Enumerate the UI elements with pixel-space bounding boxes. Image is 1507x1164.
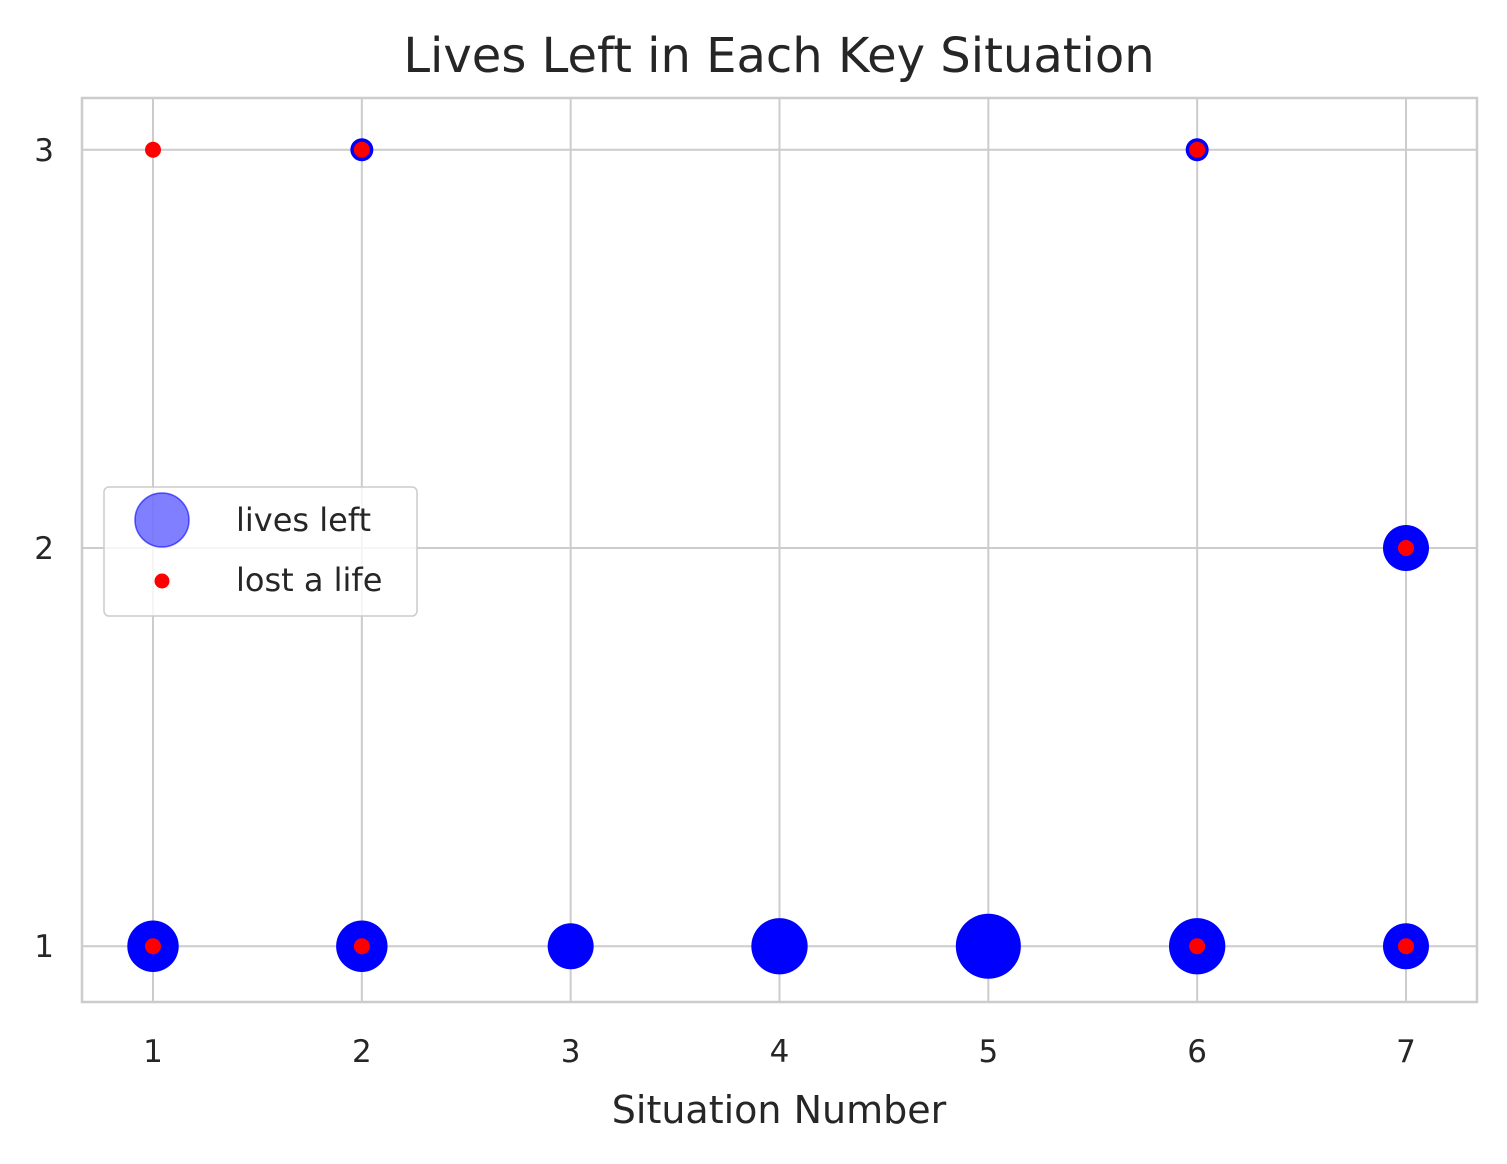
series-lost-a-life [145, 141, 1414, 955]
legend-marker-lives-left [134, 492, 190, 548]
chart-title: Lives Left in Each Key Situation [403, 28, 1154, 84]
x-axis: 1 2 3 4 5 6 7 [143, 1034, 1416, 1070]
lost-a-life-point [1397, 938, 1414, 955]
x-tick-label: 7 [1396, 1034, 1416, 1070]
x-tick-label: 1 [143, 1034, 163, 1070]
x-tick-label: 2 [352, 1034, 372, 1070]
lives-left-point [751, 918, 808, 975]
y-tick-label: 2 [34, 531, 54, 567]
lost-a-life-point [1189, 141, 1206, 158]
lost-a-life-point [1397, 540, 1414, 557]
y-tick-label: 1 [34, 929, 54, 965]
lives-left-point [547, 923, 594, 970]
x-tick-label: 6 [1187, 1034, 1207, 1070]
lost-a-life-point [1189, 938, 1206, 955]
lives-left-point [955, 913, 1021, 979]
x-tick-label: 5 [978, 1034, 998, 1070]
lost-a-life-point [353, 938, 370, 955]
y-tick-label: 3 [34, 133, 54, 169]
x-tick-label: 4 [770, 1034, 790, 1070]
legend-marker-lost-a-life [154, 573, 170, 589]
plot-frame [80, 96, 1479, 1004]
legend: lives left lost a life [103, 486, 418, 617]
series-lives-left [127, 138, 1429, 979]
y-axis: 1 2 3 [34, 133, 54, 965]
legend-label-lost-a-life: lost a life [236, 561, 382, 599]
legend-label-lives-left: lives left [236, 501, 371, 539]
lost-a-life-point [353, 141, 370, 158]
x-tick-label: 3 [561, 1034, 581, 1070]
grid [82, 98, 1477, 1002]
x-axis-label: Situation Number [612, 1088, 947, 1132]
lost-a-life-point [145, 938, 162, 955]
lost-a-life-point [145, 141, 162, 158]
